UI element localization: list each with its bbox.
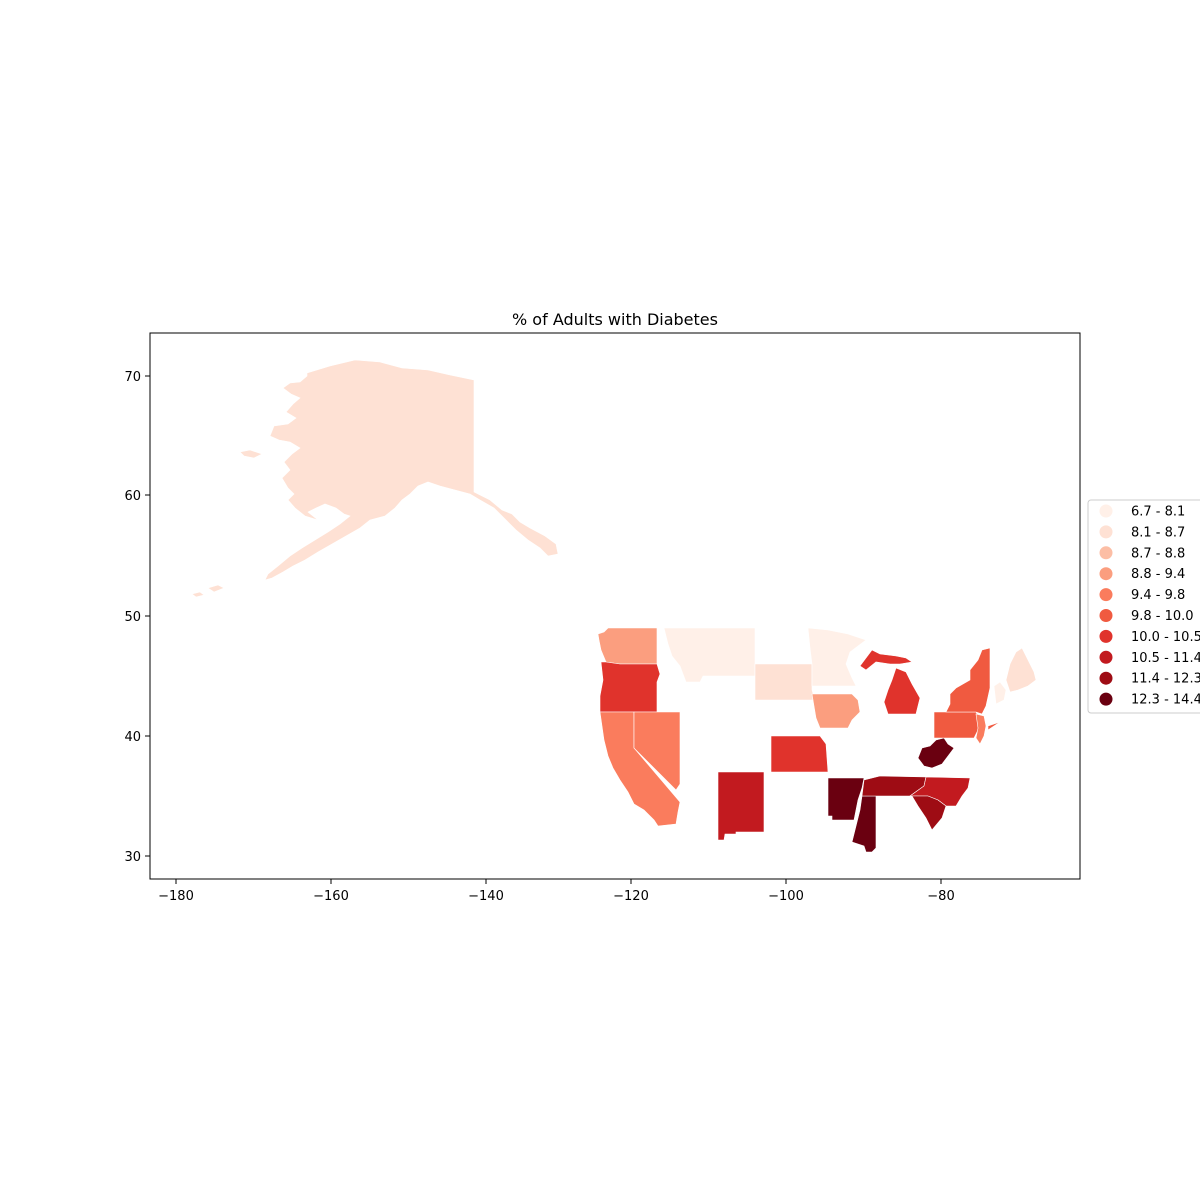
legend-marker bbox=[1099, 671, 1113, 685]
state-california bbox=[599, 711, 681, 827]
y-tick-label: 60 bbox=[124, 489, 141, 504]
legend-marker bbox=[1099, 692, 1113, 706]
state-kansas bbox=[770, 735, 829, 773]
x-tick-label: −140 bbox=[468, 889, 504, 904]
legend-label: 10.5 - 11.4 bbox=[1131, 651, 1200, 666]
legend-label: 11.4 - 12.3 bbox=[1131, 672, 1200, 687]
state-alaska-island-2 bbox=[207, 584, 225, 593]
axes-frame bbox=[149, 332, 1081, 880]
legend-label: 9.8 - 10.0 bbox=[1131, 609, 1194, 624]
state-alaska bbox=[264, 359, 559, 581]
legend-marker bbox=[1099, 546, 1113, 560]
state-michigan bbox=[883, 667, 921, 715]
legend-label: 8.8 - 9.4 bbox=[1131, 567, 1185, 582]
state-arkansas bbox=[827, 777, 865, 821]
state-michigan-upper bbox=[859, 649, 913, 671]
x-axis: −180 −160 −140 −120 −100 −80 bbox=[158, 879, 955, 904]
legend-marker bbox=[1099, 567, 1113, 581]
legend-marker bbox=[1099, 504, 1113, 518]
state-new-jersey bbox=[975, 713, 987, 745]
state-washington bbox=[597, 627, 658, 665]
legend-box bbox=[1087, 499, 1200, 714]
y-tick-label: 30 bbox=[124, 850, 141, 865]
legend-label: 12.3 - 14.4 bbox=[1131, 693, 1200, 708]
state-pennsylvania bbox=[933, 711, 981, 739]
state-alaska-island-1 bbox=[239, 449, 263, 459]
legend-label: 8.7 - 8.8 bbox=[1131, 546, 1185, 561]
map-layer bbox=[191, 359, 1037, 853]
state-south-dakota bbox=[754, 663, 816, 701]
legend-marker bbox=[1099, 525, 1113, 539]
y-tick-label: 40 bbox=[124, 730, 141, 745]
y-tick-label: 70 bbox=[124, 370, 141, 385]
y-axis: 30 40 50 60 70 bbox=[124, 370, 150, 865]
y-tick-label: 50 bbox=[124, 610, 141, 625]
x-tick-label: −160 bbox=[313, 889, 349, 904]
state-new-york bbox=[945, 647, 991, 715]
x-tick-label: −180 bbox=[158, 889, 194, 904]
legend-marker bbox=[1099, 629, 1113, 643]
state-oregon bbox=[599, 661, 661, 713]
legend-marker bbox=[1099, 650, 1113, 664]
state-west-virginia bbox=[917, 737, 955, 769]
x-tick-label: −120 bbox=[613, 889, 649, 904]
legend-marker bbox=[1099, 588, 1113, 602]
legend-marker bbox=[1099, 609, 1113, 622]
state-south-carolina bbox=[911, 795, 947, 831]
state-minnesota bbox=[807, 627, 867, 687]
chart-title: % of Adults with Diabetes bbox=[512, 310, 718, 329]
legend: 6.7 - 8.1 8.1 - 8.7 8.7 - 8.8 8.8 - 9.4 9.4 … bbox=[1087, 499, 1200, 714]
legend-label: 9.4 - 9.8 bbox=[1131, 588, 1185, 603]
legend-label: 6.7 - 8.1 bbox=[1131, 505, 1185, 520]
state-maine bbox=[1005, 647, 1037, 693]
state-long-island bbox=[987, 721, 1001, 731]
state-new-mexico bbox=[717, 771, 765, 841]
legend-label: 8.1 - 8.7 bbox=[1131, 525, 1185, 540]
x-tick-label: −100 bbox=[768, 889, 804, 904]
x-tick-label: −80 bbox=[927, 889, 954, 904]
state-nevada bbox=[633, 711, 681, 791]
state-mississippi bbox=[851, 795, 877, 853]
state-alaska-island-3 bbox=[191, 591, 205, 598]
state-vermont bbox=[993, 681, 1007, 705]
legend-label: 10.0 - 10.5 bbox=[1131, 630, 1200, 645]
state-iowa bbox=[811, 693, 861, 729]
state-montana bbox=[663, 627, 756, 683]
